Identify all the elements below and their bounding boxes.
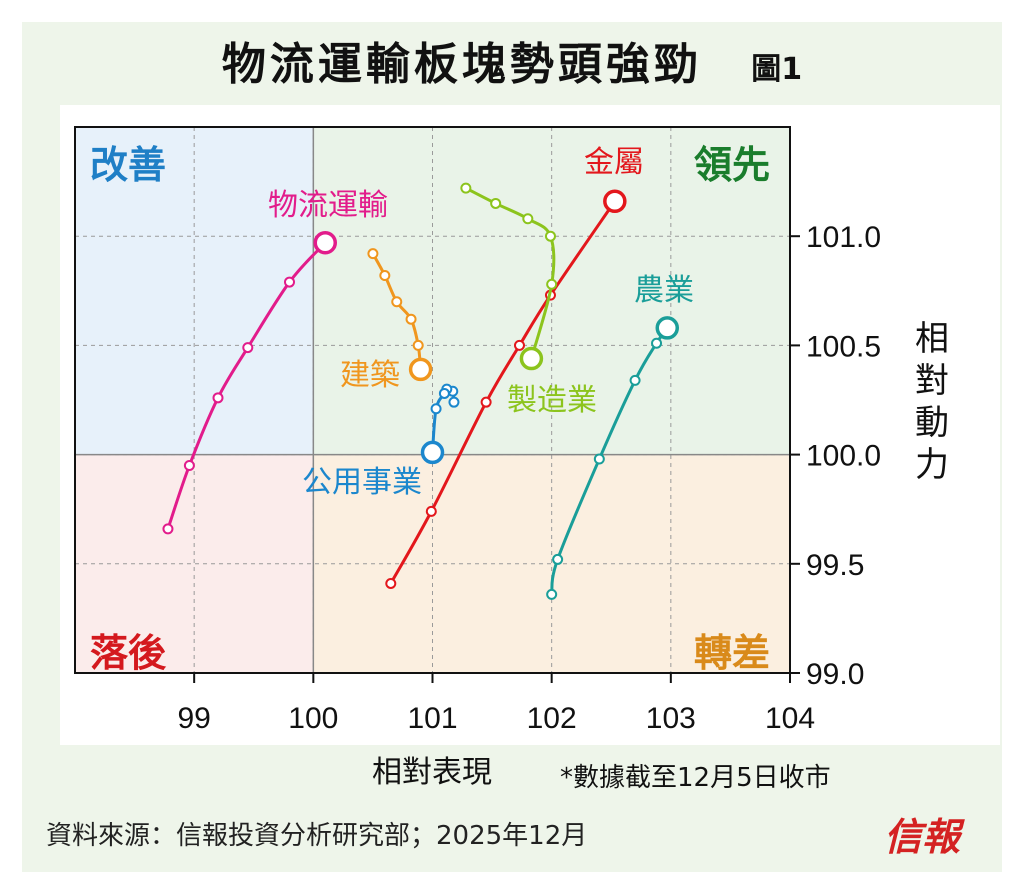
series-point — [405, 313, 417, 325]
series-3: 金屬 — [385, 145, 644, 589]
quadrant-label-bottom-right: 轉差 — [694, 631, 770, 675]
y-tick-label: 99.0 — [806, 658, 864, 691]
series-current-point — [519, 346, 544, 371]
quadrant-label-top-right: 領先 — [694, 143, 770, 187]
series-point — [629, 374, 641, 386]
series-point — [212, 392, 224, 404]
series-point — [546, 588, 558, 600]
series-label: 金屬 — [584, 145, 644, 180]
series-point — [242, 342, 254, 354]
series-label: 公用事業 — [302, 465, 422, 500]
y-tick-label: 100.5 — [806, 330, 881, 363]
series-point — [412, 339, 424, 351]
quadrant-label-top-left: 改善 — [90, 143, 166, 187]
x-tick-label: 104 — [765, 702, 815, 735]
series-point — [651, 337, 663, 349]
series-current-point — [603, 189, 627, 214]
series-2: 公用事業 — [302, 383, 460, 500]
series-1: 建築 — [340, 248, 433, 393]
y-tick-label: 99.5 — [806, 549, 864, 582]
series-point — [448, 396, 460, 408]
series-point — [438, 387, 450, 399]
x-tick-label: 102 — [527, 702, 577, 735]
figure-label: 圖1 — [751, 52, 803, 87]
quadrant-label-bottom-left: 落後 — [90, 631, 167, 675]
series-point — [430, 403, 442, 415]
y-axis-label-char: 動 — [915, 403, 949, 443]
series-current-point — [313, 231, 337, 255]
series-label: 農業 — [634, 273, 694, 308]
series-4: 製造業 — [460, 182, 597, 418]
series-point — [379, 270, 391, 282]
series-point — [544, 230, 556, 242]
series-current-point — [408, 357, 433, 382]
x-tick-label: 99 — [177, 702, 210, 735]
series-0: 物流運輸 — [162, 188, 388, 535]
series-trail-line — [389, 200, 617, 585]
series-point — [391, 296, 403, 308]
series-point — [460, 182, 472, 194]
x-tick-label: 100 — [288, 702, 338, 735]
series-current-point — [655, 316, 680, 340]
series-5: 農業 — [546, 273, 694, 600]
series-label: 物流運輸 — [268, 188, 388, 223]
series-point — [367, 248, 379, 260]
x-tick-label: 101 — [407, 702, 457, 735]
series-point — [522, 213, 534, 225]
series-point — [490, 197, 502, 209]
series-current-point — [420, 440, 445, 465]
source-caption: 資料來源：信報投資分析研究部；2025年12月 — [46, 821, 588, 851]
series-point — [480, 396, 492, 408]
series-point — [183, 460, 195, 472]
y-tick-label: 100.0 — [806, 440, 881, 473]
series-point — [513, 339, 525, 351]
chart-title-text: 物流運輸板塊勢頭強勁 — [221, 39, 702, 90]
series-point — [385, 577, 397, 589]
y-axis-label-char: 對 — [915, 361, 949, 401]
y-axis-label-char: 相 — [915, 319, 949, 359]
series-point — [425, 505, 437, 517]
y-tick-label: 101.0 — [806, 221, 881, 254]
series-point — [593, 453, 605, 465]
x-axis-label: 相對表現 — [372, 755, 492, 790]
y-axis-label-char: 力 — [915, 445, 949, 485]
series-point — [284, 276, 295, 288]
chart-title: 物流運輸板塊勢頭強勁 圖1 — [0, 28, 1024, 92]
series-point — [546, 278, 558, 290]
series-point — [162, 523, 174, 535]
series-point — [552, 553, 564, 565]
publisher-logo: 信報 — [884, 814, 961, 859]
series-label: 建築 — [340, 358, 400, 393]
series-label: 製造業 — [507, 383, 597, 418]
x-tick-label: 103 — [646, 702, 696, 735]
data-cutoff-note: *數據截至12月5日收市 — [560, 763, 831, 793]
